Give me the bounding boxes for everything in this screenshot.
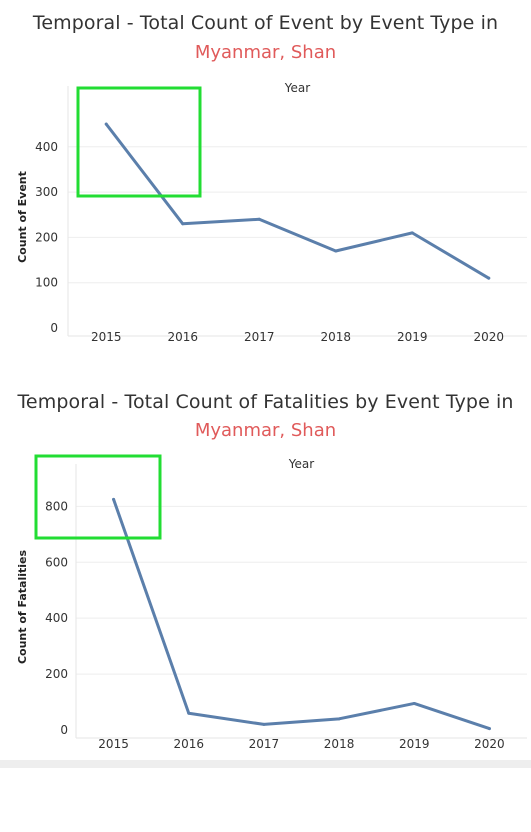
- y-tick-label: 0: [60, 723, 68, 737]
- x-tick-label: 2016: [173, 737, 204, 751]
- x-tick-label: 2019: [397, 330, 428, 344]
- x-tick-label: 2015: [91, 330, 122, 344]
- series-line: [112, 497, 491, 731]
- bottom-scrollbar-strip: [0, 760, 531, 768]
- y-tick-label: 400: [45, 611, 68, 625]
- fatalities-chart-panel: Temporal - Total Count of Fatalities by …: [0, 380, 531, 768]
- x-tick-label: 2020: [473, 330, 504, 344]
- y-tick-label: 200: [35, 230, 58, 244]
- y-tick-label: 0: [50, 321, 58, 335]
- x-tick-label: 2015: [98, 737, 129, 751]
- chart-subtitle: Myanmar, Shan: [194, 42, 337, 63]
- data-point: [410, 231, 414, 235]
- data-point: [487, 727, 491, 731]
- y-tick-label: 600: [45, 555, 68, 569]
- data-point: [181, 222, 185, 226]
- x-tick-label: 2020: [474, 737, 505, 751]
- events-line-chart: Year 0 100 200 300 400 Count of Event 2015 2016 2…: [16, 81, 527, 344]
- y-tick-label: 400: [35, 140, 58, 154]
- y-tick-label: 200: [45, 667, 68, 681]
- events-chart-panel: Temporal - Total Count of Event by Event…: [0, 0, 531, 380]
- x-tick-label: 2018: [324, 737, 355, 751]
- chart-title: Temporal - Total Count of Event by Event…: [32, 12, 499, 34]
- data-point: [262, 722, 266, 726]
- x-tick-label: 2019: [399, 737, 430, 751]
- fatalities-line-chart: Year 0 200 400 600 800 Count of Fatalities 2015…: [16, 454, 527, 751]
- highlight-box: [34, 454, 162, 540]
- series-line: [104, 122, 491, 280]
- y-tick-label: 100: [35, 276, 58, 290]
- data-point: [487, 276, 491, 280]
- data-point: [257, 217, 261, 221]
- x-tick-label: 2016: [167, 330, 198, 344]
- y-tick-label: 300: [35, 185, 58, 199]
- y-axis-title: Count of Fatalities: [16, 549, 29, 664]
- y-tick-label: 800: [45, 499, 68, 513]
- column-header-label: Year: [284, 81, 310, 95]
- chart-title: Temporal - Total Count of Fatalities by …: [17, 391, 514, 413]
- x-tick-label: 2018: [320, 330, 351, 344]
- highlight-box: [76, 86, 202, 198]
- data-point: [187, 711, 191, 715]
- chart-subtitle: Myanmar, Shan: [194, 420, 337, 441]
- data-point: [104, 122, 108, 126]
- column-header-label: Year: [288, 457, 314, 471]
- data-point: [412, 701, 416, 705]
- x-tick-label: 2017: [244, 330, 275, 344]
- data-point: [334, 249, 338, 253]
- data-point: [112, 497, 116, 501]
- x-tick-label: 2017: [249, 737, 280, 751]
- data-point: [337, 717, 341, 721]
- y-axis-title: Count of Event: [16, 171, 29, 263]
